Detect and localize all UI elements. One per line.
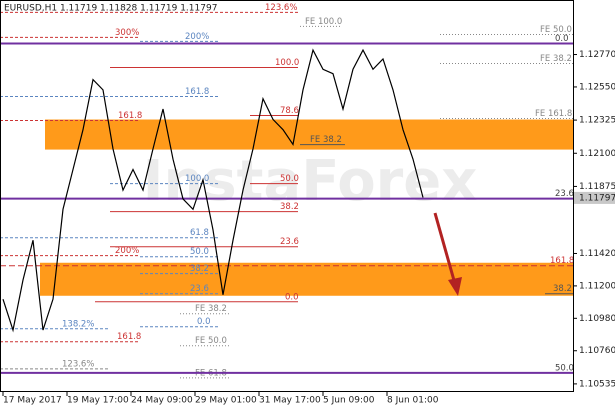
x-tick-label: 19 May 17:00	[67, 396, 129, 406]
fib-label: FE 50.0	[540, 25, 572, 35]
chart-title: EURUSD,H1 1.11719 1.11828 1.11719 1.1179…	[4, 4, 217, 14]
forecast-arrow	[433, 212, 462, 296]
fib-label: FE 50.0	[195, 336, 227, 346]
fib-label: 0.0	[285, 292, 299, 302]
y-tick-label: 1.12770	[579, 50, 615, 60]
fib-label: 123.6%	[62, 359, 94, 369]
last-price-box	[574, 191, 615, 204]
fib-label: 38.2	[280, 202, 299, 212]
fib-label: 161.8	[117, 332, 141, 342]
x-tick-label: 29 May 01:00	[195, 396, 257, 406]
y-tick-label: 1.11420	[579, 249, 615, 259]
fib-label: 50.0	[280, 174, 299, 184]
y-tick-label: 1.12325	[579, 116, 615, 126]
fib-label: 123.6%	[265, 3, 297, 13]
x-tick-label: 5 Jun 09:00	[323, 396, 375, 406]
fib-label: 0.0	[197, 317, 211, 327]
fib-label: 161.8	[185, 87, 209, 97]
y-tick-label: 1.10760	[579, 346, 615, 356]
fib-label: 100.0	[185, 174, 209, 184]
fib-label: 23.6	[280, 237, 299, 247]
fib-label: 50.0	[190, 247, 209, 257]
y-tick-label: 1.12550	[579, 82, 615, 92]
y-tick-label: 1.11200	[579, 281, 615, 291]
fib-label: FE 38.2	[195, 304, 227, 314]
y-tick-label: 1.10535	[579, 379, 615, 389]
x-tick-label: 17 May 2017	[3, 396, 62, 406]
fib-label: 138.2%	[62, 319, 94, 329]
last-price-label: 1.11797	[579, 193, 615, 203]
fib-label: FE 38.2	[540, 54, 572, 64]
watermark: InstaForex	[143, 149, 478, 214]
fib-label: 61.8	[190, 228, 209, 238]
fib-label: 200%	[115, 246, 139, 256]
level-label: 0.0	[555, 34, 569, 44]
fib-label: 200%	[185, 32, 209, 42]
fib-label: 161.8	[550, 256, 574, 266]
fib-label: 161.8	[118, 111, 142, 121]
fib-label: FE 100.0	[305, 17, 342, 27]
price-line	[2, 48, 424, 333]
level-label: 23.6	[555, 189, 574, 199]
x-tick-label: 31 May 17:00	[259, 396, 321, 406]
y-tick-label: 1.12100	[579, 149, 615, 159]
fib-label: 100.0	[275, 58, 299, 68]
fib-label: 38.2	[190, 264, 209, 274]
x-tick-label: 24 May 09:00	[131, 396, 193, 406]
fib-label: 23.6	[190, 284, 209, 294]
plot-frame	[0, 0, 574, 392]
level-label: 50.0	[555, 363, 574, 373]
fib-label: 78.6	[280, 106, 299, 116]
x-tick-label: 8 Jun 01:00	[387, 396, 439, 406]
y-tick-label: 1.10980	[579, 314, 615, 324]
zone	[45, 119, 573, 150]
fib-label: FE 161.8	[535, 109, 572, 119]
zone	[40, 262, 573, 296]
fib-label: FE 38.2	[310, 135, 342, 145]
fib-label: 300%	[115, 28, 139, 38]
y-tick-label: 1.11875	[579, 182, 615, 192]
fib-label: 38.2	[553, 284, 572, 294]
